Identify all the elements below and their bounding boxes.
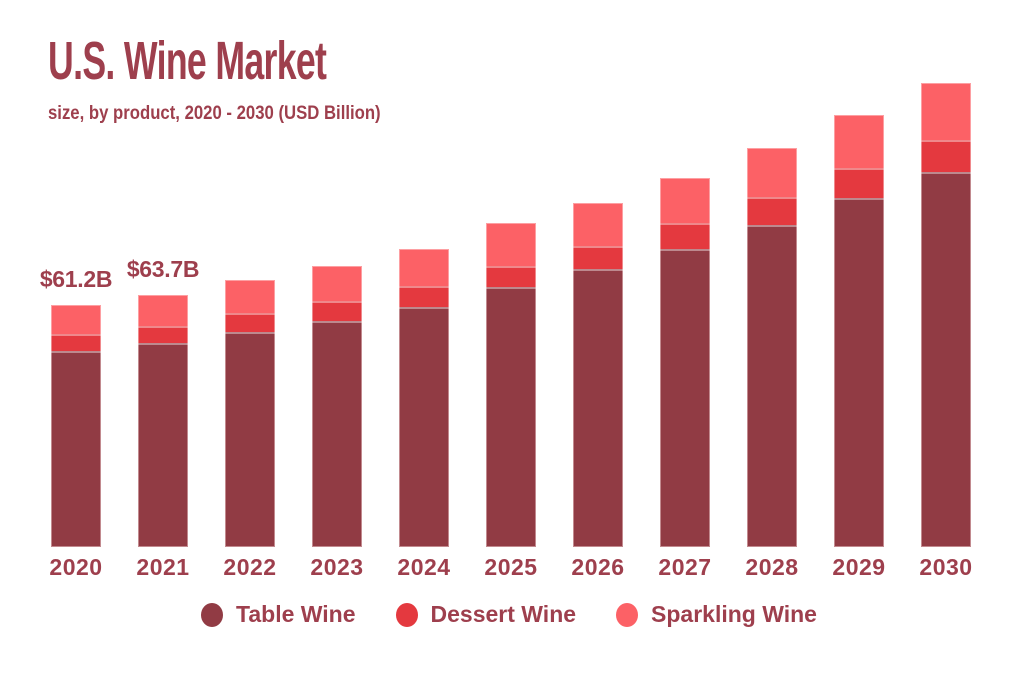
segment-table-wine-2027 [660,249,710,547]
segment-table-wine-2029 [834,198,884,547]
bar-2025: 2025 [484,72,537,580]
segment-sparkling-wine-2025 [486,223,536,267]
legend-label-dessert-wine: Dessert Wine [430,601,577,627]
bar-2023: 2023 [310,72,363,580]
bar-stack-2025 [486,223,536,547]
legend-dot-table-wine [201,602,224,627]
segment-dessert-wine-2028 [747,196,797,225]
x-axis-label-2029: 2029 [832,554,886,580]
bar-2021: 2021 $63.7B [127,72,200,580]
plot-area: 2020 $61.2B 2021 $63.7B 2022 2023 2024 2025 2026… [40,72,972,580]
segment-sparkling-wine-2028 [747,148,797,197]
segment-sparkling-wine-2022 [225,280,275,314]
segment-dessert-wine-2025 [486,266,536,287]
bar-stack-2020 [51,304,101,547]
segment-table-wine-2021 [138,343,188,547]
x-axis-label-2021: 2021 [136,554,190,580]
bar-2027: 2027 [658,72,711,580]
bar-stack-2027 [660,178,710,547]
legend-item-sparkling-wine: Sparkling Wine [616,601,817,628]
legend-dot-sparkling-wine [616,602,639,627]
bar-stack-2022 [225,280,275,547]
segment-table-wine-2024 [399,307,449,547]
segment-table-wine-2023 [312,320,362,547]
segment-sparkling-wine-2023 [312,266,362,301]
bar-stack-2030 [921,82,971,547]
segment-dessert-wine-2029 [834,168,884,199]
bar-2028: 2028 [745,72,798,580]
segment-sparkling-wine-2024 [399,249,449,287]
legend-label-table-wine: Table Wine [236,601,356,627]
bar-stack-2023 [312,266,362,547]
bar-stack-2021 [138,294,188,547]
segment-dessert-wine-2026 [573,245,623,270]
x-axis-label-2020: 2020 [49,554,103,580]
x-axis-label-2026: 2026 [571,554,625,580]
x-axis-label-2030: 2030 [919,554,973,580]
segment-table-wine-2025 [486,286,536,547]
bar-stack-2024 [399,249,449,547]
segment-sparkling-wine-2020 [51,304,101,335]
bar-stack-2026 [573,202,623,547]
legend-label-sparkling-wine: Sparkling Wine [651,601,817,627]
legend-item-table-wine: Table Wine [201,601,356,628]
chart-title: U.S. Wine Market [48,31,327,91]
segment-table-wine-2028 [747,224,797,547]
bar-stack-2029 [834,115,884,547]
x-axis-label-2024: 2024 [397,554,451,580]
bar-2026: 2026 [571,72,624,580]
segment-dessert-wine-2020 [51,334,101,352]
segment-sparkling-wine-2029 [834,115,884,169]
x-axis-label-2027: 2027 [658,554,712,580]
chart-header: U.S. Wine Market size, by product, 2020 … [48,34,470,126]
segment-dessert-wine-2027 [660,223,710,250]
bar-2030: 2030 [919,72,972,580]
x-axis-label-2022: 2022 [223,554,277,580]
segment-sparkling-wine-2021 [138,294,188,326]
segment-sparkling-wine-2030 [921,82,971,140]
segment-dessert-wine-2024 [399,286,449,308]
segment-dessert-wine-2030 [921,139,971,173]
bar-2022: 2022 [223,72,276,580]
segment-sparkling-wine-2027 [660,178,710,224]
segment-table-wine-2030 [921,172,971,547]
segment-dessert-wine-2023 [312,300,362,321]
legend-dot-dessert-wine [395,602,418,627]
segment-table-wine-2020 [51,351,101,547]
segment-table-wine-2026 [573,269,623,547]
x-axis-label-2023: 2023 [310,554,364,580]
bar-stack-2028 [747,148,797,547]
bar-2029: 2029 [832,72,885,580]
x-axis-label-2025: 2025 [484,554,538,580]
segment-dessert-wine-2021 [138,325,188,344]
bar-2020: 2020 $61.2B [40,72,113,580]
segment-table-wine-2022 [225,332,275,547]
legend: Table Wine Dessert Wine Sparkling Wine [0,601,1018,628]
x-axis-label-2028: 2028 [745,554,799,580]
segment-sparkling-wine-2026 [573,202,623,246]
value-annotation-2020: $61.2B [39,265,113,292]
segment-dessert-wine-2022 [225,313,275,333]
chart-subtitle: size, by product, 2020 - 2030 (USD Billi… [48,103,381,124]
legend-item-dessert-wine: Dessert Wine [395,601,577,628]
value-annotation-2021: $63.7B [126,255,200,282]
bar-2024: 2024 [397,72,450,580]
